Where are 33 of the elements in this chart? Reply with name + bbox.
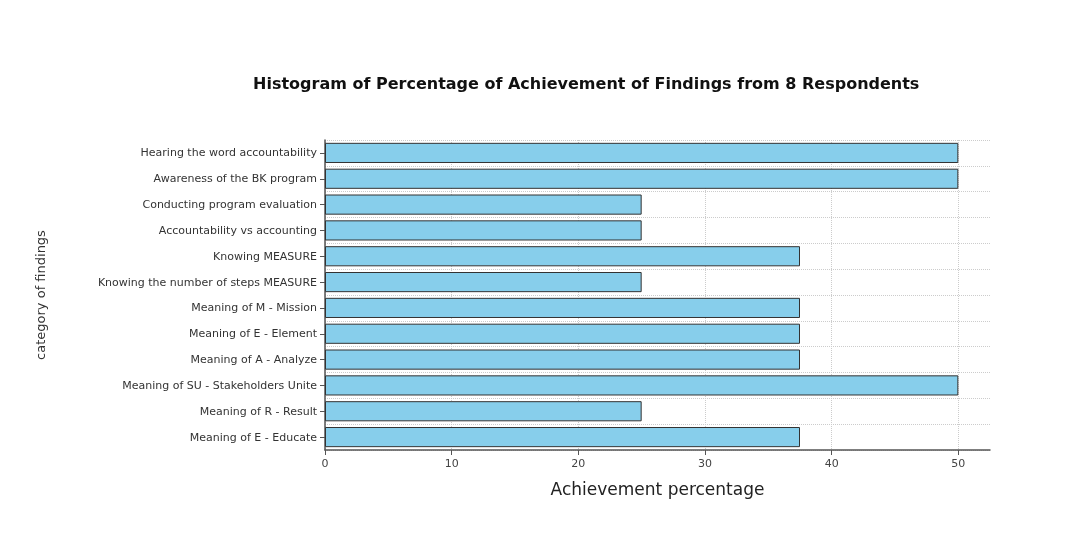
x-tick-label: 30 — [698, 457, 712, 470]
y-tick-label: Meaning of E - Educate — [189, 430, 318, 444]
y-tick-label: Knowing the number of steps MEASURE — [97, 275, 318, 289]
y-tick-label: Accountability vs accounting — [158, 223, 317, 237]
bar — [325, 246, 800, 267]
y-tick-label: Hearing the word accountability — [140, 146, 318, 160]
x-axis-title: Achievement percentage — [550, 478, 765, 499]
x-tick-label: 40 — [824, 457, 839, 470]
x-tick-label: 10 — [444, 457, 459, 470]
x-tick-label: 50 — [951, 457, 966, 470]
y-tick-label: Knowing MEASURE — [212, 249, 318, 263]
y-tick-label: Meaning of M - Mission — [191, 301, 318, 315]
bar — [325, 297, 800, 318]
y-axis-title: category of findings — [33, 229, 48, 360]
bar — [325, 401, 642, 422]
bar — [325, 220, 642, 241]
y-tick-label: Awareness of the BK program — [153, 172, 317, 186]
y-tick-label: Meaning of E - Element — [188, 327, 318, 341]
chart-title: Histogram of Percentage of Achievement of Findings from 8 Respondents — [253, 73, 920, 93]
y-tick-label: Meaning of A - Analyze — [190, 353, 318, 367]
bar — [325, 427, 800, 448]
bar — [325, 375, 959, 396]
x-tick-label: 20 — [571, 457, 586, 470]
y-tick-label: Meaning of R - Result — [199, 404, 318, 418]
y-tick-label: Conducting program evaluation — [142, 198, 318, 212]
bar — [325, 142, 959, 163]
y-tick-label: Meaning of SU - Stakeholders Unite — [122, 378, 318, 392]
bar — [325, 272, 642, 293]
x-tick-label: 0 — [321, 457, 329, 470]
bar — [325, 323, 800, 344]
bar — [325, 349, 800, 370]
bar — [325, 194, 642, 215]
bar — [325, 168, 959, 189]
